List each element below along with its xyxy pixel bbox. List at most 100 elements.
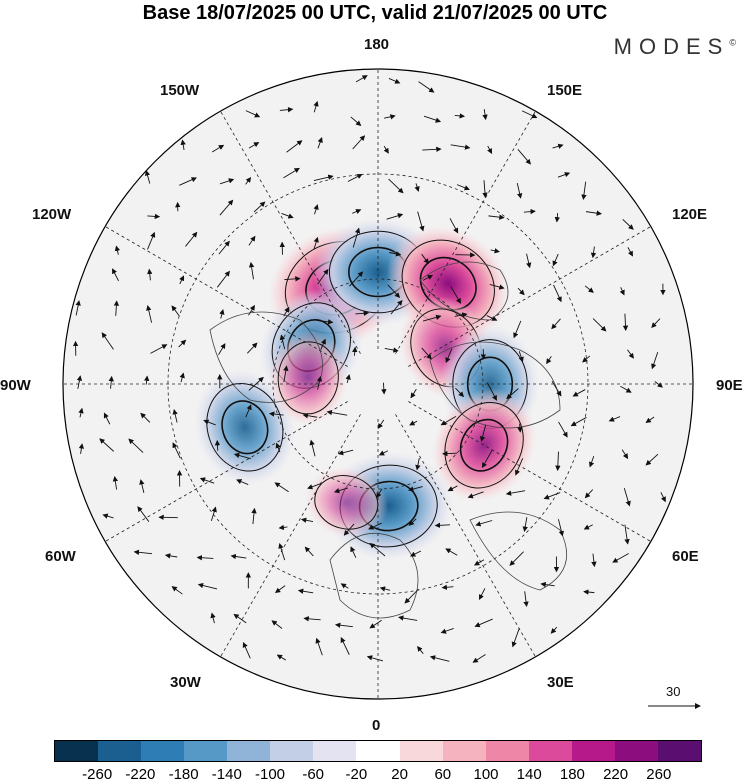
wind-arrow: [366, 655, 384, 662]
colorbar-tick-label: 20: [391, 766, 408, 783]
meridian-line: [408, 401, 651, 542]
wind-arrow: [218, 240, 230, 255]
wind-arrow: [302, 413, 318, 419]
wind-arrow: [489, 284, 505, 290]
wind-arrow: [102, 513, 114, 519]
wind-arrow: [488, 214, 505, 220]
wind-arrow: [518, 351, 524, 363]
wind-arrow: [479, 588, 486, 600]
wind-arrow: [376, 488, 383, 499]
meridian-line: [220, 111, 361, 354]
wind-arrow: [472, 654, 486, 663]
wind-arrow: [386, 213, 404, 220]
lon-label-0: 0: [372, 717, 381, 734]
wind-arrow: [514, 458, 524, 476]
wind-arrow: [137, 506, 150, 522]
wind-arrow: [558, 421, 568, 438]
wind-arrow: [128, 438, 144, 453]
wind-arrow: [590, 246, 597, 259]
wind-arrow: [440, 415, 457, 426]
wind-arrow: [284, 276, 301, 282]
wind-arrow: [589, 455, 595, 468]
wind-arrow: [309, 439, 316, 457]
wind-arrow: [274, 482, 289, 493]
wind-arrow: [337, 449, 354, 456]
wind-arrow: [76, 375, 83, 389]
wind-arrow: [450, 286, 462, 304]
wind-arrow: [108, 375, 114, 389]
wind-arrow: [278, 524, 288, 531]
wind-arrow: [355, 75, 368, 83]
wind-arrow: [274, 585, 286, 594]
wind-arrow: [279, 106, 294, 113]
colorbar-cell: [571, 741, 615, 761]
wind-arrow: [369, 542, 386, 557]
wind-arrow: [417, 211, 425, 232]
wind-arrow: [172, 409, 178, 423]
wind-arrow: [347, 174, 363, 182]
positive-anomaly-blob: [268, 329, 349, 426]
wind-arrow: [555, 451, 561, 472]
wind-arrow: [147, 231, 156, 250]
wind-arrow: [422, 314, 442, 322]
wind-arrow: [429, 655, 450, 662]
wind-arrow: [383, 145, 389, 154]
wind-arrow: [517, 423, 523, 433]
wind-arrow: [454, 312, 468, 318]
wind-arrow: [552, 143, 564, 149]
wind-arrow: [75, 300, 81, 316]
wind-arrow: [415, 457, 421, 471]
wind-arrow: [350, 546, 357, 558]
wind-arrow: [546, 356, 552, 365]
wind-arrow: [517, 148, 532, 165]
colorbar-tick-label: -20: [345, 766, 368, 783]
wind-arrow: [146, 305, 153, 323]
colorbar-tick-label: -180: [168, 766, 199, 783]
wind-arrow: [506, 388, 519, 400]
wind-arrow: [622, 313, 629, 332]
wind-arrow: [456, 184, 470, 191]
wind-arrow: [230, 553, 247, 560]
lon-label-60w: 60W: [45, 548, 76, 565]
meridian-line: [408, 226, 651, 367]
wind-arrow: [551, 318, 561, 330]
lon-label-150e: 150E: [547, 82, 583, 99]
wind-arrow: [345, 374, 351, 383]
colorbar-cell: [313, 741, 357, 761]
wind-arrow: [379, 586, 391, 592]
lon-label-30e: 30E: [547, 674, 574, 691]
wind-arrow: [179, 177, 197, 186]
wind-arrow: [522, 517, 528, 532]
wind-arrow: [197, 582, 218, 590]
wind-arrow: [313, 236, 319, 250]
wind-arrow: [171, 305, 180, 317]
wind-arrow: [216, 270, 230, 288]
wind-arrow: [440, 628, 454, 634]
wind-arrow: [114, 245, 121, 255]
wind-arrow: [516, 182, 523, 199]
wind-arrow: [211, 144, 225, 153]
wind-arrow: [404, 588, 419, 604]
colorbar-cell: [442, 741, 486, 761]
meridian-line: [395, 111, 536, 354]
wind-arrow: [487, 382, 497, 401]
lon-label-90w: 90W: [0, 377, 31, 394]
wind-arrow: [482, 180, 488, 199]
wind-arrow: [281, 213, 294, 219]
wind-arrow: [144, 170, 151, 184]
wind-arrow: [140, 412, 151, 423]
wind-arrow: [584, 489, 594, 499]
wind-arrow: [147, 213, 161, 220]
latitude-circle: [272, 278, 484, 490]
wind-arrow: [253, 201, 266, 213]
wind-arrow: [553, 284, 562, 303]
modes-logo: MODES©: [614, 34, 736, 60]
wind-arrow: [101, 332, 114, 350]
wind-arrow: [475, 520, 493, 527]
wind-arrow: [526, 253, 532, 269]
wind-arrow: [591, 553, 597, 568]
wind-arrow: [417, 646, 424, 654]
wind-arrow: [158, 514, 178, 521]
reference-vector-label: 30: [666, 684, 681, 699]
wind-arrow: [320, 338, 326, 350]
